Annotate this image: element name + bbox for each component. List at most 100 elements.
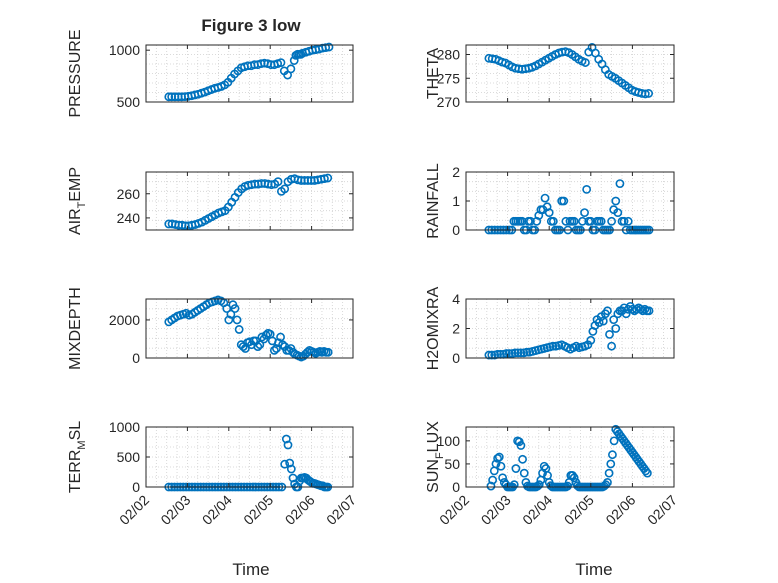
- axes-mixdepth: 0 2000 MIXDEPTH: [67, 287, 354, 370]
- y-axis-label: H2OMIXRA: [425, 286, 442, 370]
- data-point: [496, 461, 506, 471]
- data-point: [498, 473, 508, 483]
- data-point: [484, 350, 494, 360]
- data-point: [278, 340, 288, 350]
- data-point: [569, 473, 579, 483]
- y-axis-label: MIXDEPTH: [67, 287, 84, 370]
- data-point: [580, 58, 590, 67]
- x-tick-label: 02/06: [602, 492, 638, 528]
- y-axis-label: TERRMSL: [67, 421, 88, 493]
- data-point: [548, 216, 558, 226]
- y-tick-label: 50: [444, 456, 460, 472]
- series-pressure: [164, 42, 334, 102]
- data-point: [324, 42, 334, 52]
- y-axis-label: AIRTEMP: [67, 167, 88, 235]
- data-point: [517, 216, 527, 226]
- data-point: [582, 184, 592, 194]
- axes-airtemp: 240 260 AIRTEMP: [67, 167, 354, 235]
- x-tick-label: 02/03: [478, 492, 514, 528]
- y-tick-label: 275: [437, 70, 461, 86]
- x-tick-label: 02/07: [644, 492, 680, 528]
- data-point: [611, 324, 621, 333]
- axes-box: [145, 171, 354, 231]
- y-tick-label: 4: [452, 291, 460, 307]
- data-point: [320, 174, 329, 184]
- axes-box: [465, 426, 675, 488]
- data-point: [280, 459, 290, 469]
- data-point: [607, 341, 616, 351]
- y-tick-label: 100: [437, 433, 461, 449]
- data-point: [224, 315, 234, 325]
- data-point: [611, 196, 621, 206]
- y-tick-label: 1000: [109, 419, 140, 435]
- data-point: [164, 92, 174, 102]
- data-point: [644, 306, 654, 316]
- data-point: [606, 459, 616, 469]
- series-mixdepth: [164, 295, 333, 362]
- axes-box: [145, 298, 354, 359]
- data-point: [510, 348, 520, 358]
- x-tick-label: 02/06: [282, 492, 318, 528]
- x-tick-label: 02/02: [436, 492, 472, 528]
- data-point: [303, 347, 312, 357]
- data-point: [272, 344, 281, 353]
- data-point: [285, 458, 295, 468]
- y-axis-label: PRESSURE: [67, 29, 84, 117]
- data-point: [487, 350, 497, 360]
- grid: [145, 426, 354, 488]
- axes-sunflux: 0 50 100 02/02 02/03 02/04 02/05 02/06 02/07 SUNF…: [425, 421, 680, 528]
- data-point: [578, 216, 587, 226]
- y-tick-label: 2: [452, 164, 460, 180]
- x-tick-label: 02/04: [199, 492, 235, 528]
- data-point: [603, 306, 612, 316]
- data-point: [513, 348, 523, 358]
- data-point: [232, 315, 242, 325]
- x-tick-label: 02/02: [116, 492, 152, 528]
- x-tick-label: 02/05: [240, 492, 276, 528]
- data-point: [255, 340, 265, 350]
- data-point: [284, 345, 294, 355]
- y-tick-label: 2: [452, 321, 460, 337]
- data-point: [226, 309, 236, 319]
- data-point: [569, 216, 579, 226]
- y-tick-label: 240: [117, 210, 141, 226]
- data-point: [613, 208, 623, 217]
- y-tick-label: 500: [117, 449, 141, 465]
- data-point: [605, 329, 614, 339]
- series-airtemp: [164, 173, 333, 231]
- data-point: [511, 464, 521, 473]
- x-axis-label-right: Time: [575, 560, 612, 579]
- data-point: [608, 450, 617, 460]
- data-point: [526, 216, 535, 226]
- data-point: [281, 434, 291, 444]
- y-tick-label: 0: [132, 350, 140, 366]
- data-point: [621, 309, 631, 319]
- y-tick-label: 0: [452, 479, 460, 495]
- x-axis-label-left: Time: [232, 560, 269, 579]
- data-point: [609, 436, 619, 446]
- data-point: [509, 480, 519, 490]
- axes-box: [145, 44, 354, 103]
- axes-box: [465, 44, 675, 103]
- data-point: [323, 347, 333, 357]
- x-tick-label: 02/04: [519, 492, 555, 528]
- data-point: [548, 341, 558, 351]
- data-point: [261, 330, 271, 340]
- y-tick-label: 2000: [109, 312, 140, 328]
- data-point: [276, 58, 286, 68]
- data-point: [240, 344, 250, 353]
- data-point: [494, 452, 504, 462]
- axes-h2omixra: 0 2 4 H2OMIXRA: [425, 286, 675, 370]
- data-point: [222, 304, 232, 313]
- data-point: [286, 64, 296, 74]
- data-point: [642, 468, 652, 478]
- y-axis-label: THETA: [425, 48, 442, 100]
- data-point: [596, 216, 606, 226]
- data-point: [493, 453, 503, 463]
- data-point: [603, 477, 612, 487]
- data-point: [586, 335, 596, 345]
- series-theta: [484, 42, 654, 99]
- data-point: [504, 349, 514, 358]
- data-point: [283, 440, 293, 450]
